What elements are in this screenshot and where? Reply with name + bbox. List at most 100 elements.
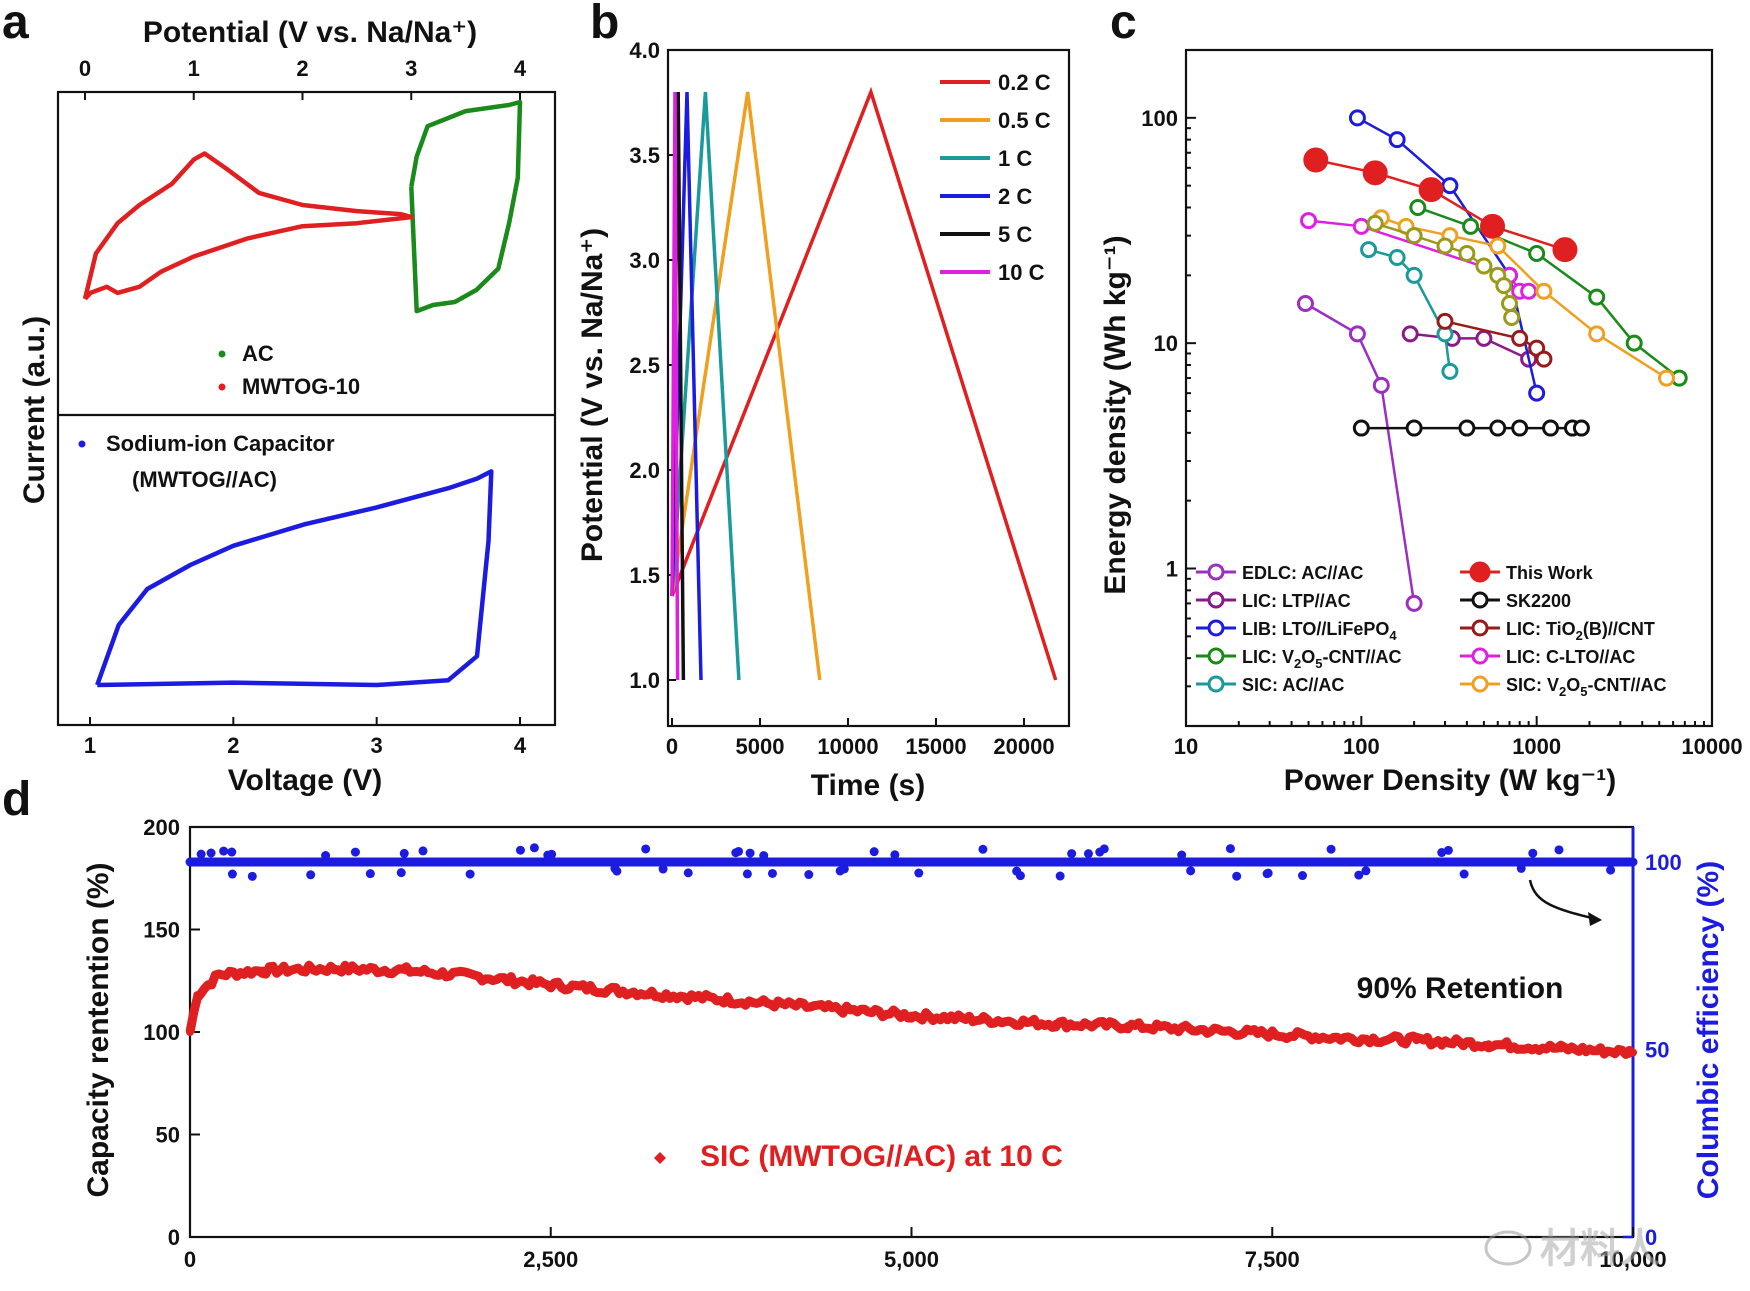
- panel-a-xtick-label: 1: [84, 733, 96, 758]
- panel-d-efficiency-outlier: [1528, 848, 1538, 858]
- panel-d-efficiency-outlier: [1443, 845, 1453, 855]
- panel-d-efficiency-outlier: [612, 866, 622, 876]
- panel-d-ytick-label: 150: [143, 918, 180, 943]
- panel-d-y2tick-label: 50: [1645, 1038, 1669, 1063]
- panel-b-ytick-label: 3.5: [629, 143, 660, 168]
- panel-d-efficiency-outlier: [543, 850, 553, 860]
- panel-d-efficiency-outlier: [731, 848, 741, 858]
- panel-b-series-2: [670, 91, 741, 681]
- panel-a-x2tick-label: 0: [79, 56, 91, 81]
- panel-c-point: [1303, 147, 1329, 173]
- panel-c-point: [1489, 419, 1507, 437]
- panel-c-point: [1372, 376, 1390, 394]
- panel-d-retention-point: [763, 999, 772, 1008]
- panel-d-frame: [188, 825, 1635, 1239]
- panel-d-efficiency-outlier: [1263, 868, 1273, 878]
- panel-c-ytick-label: 1: [1166, 556, 1178, 581]
- panel-c-point: [1352, 419, 1370, 437]
- panel-d-efficiency-outlier: [1067, 849, 1077, 859]
- panel-d-efficiency-outlier: [196, 849, 206, 859]
- panel-c-x-axis-label: Power Density (W kg⁻¹): [1284, 764, 1617, 797]
- panel-d-retention-point: [1484, 1040, 1493, 1049]
- panel-c-legend-left-2-label: LIB: LTO//LiFePO4: [1242, 619, 1397, 643]
- panel-d-efficiency-outlier: [1459, 869, 1469, 879]
- panel-c-point: [1441, 362, 1459, 380]
- panel-d-efficiency-point: [185, 857, 195, 867]
- panel-d-efficiency-point: [618, 857, 628, 867]
- panel-c-point: [1480, 213, 1506, 239]
- legend-label-sic-sub: (MWTOG//AC): [132, 467, 277, 492]
- panel-letter-b: b: [590, 0, 619, 49]
- panel-c-point: [1441, 177, 1459, 195]
- panel-c-legend-left-0-marker: [1207, 563, 1225, 581]
- panel-c-point: [1362, 160, 1388, 186]
- panel-d-efficiency-outlier: [529, 843, 539, 853]
- panel-c-legend-right-3-marker: [1471, 647, 1489, 665]
- panel-b-xtick-label: 5000: [736, 734, 785, 759]
- panel-a-xtick-label: 4: [514, 733, 527, 758]
- panel-c-point: [1300, 212, 1318, 230]
- panel-c-point: [1348, 325, 1366, 343]
- panel-a-frame: [56, 90, 557, 727]
- panel-letter-d: d: [2, 773, 31, 826]
- panel-letter-c: c: [1110, 0, 1137, 49]
- panel-d-efficiency-outlier: [418, 846, 428, 856]
- panel-d-ytick-label: 50: [156, 1123, 180, 1148]
- panel-b-legend-label: 5 C: [998, 222, 1032, 247]
- panel-c-point: [1388, 131, 1406, 149]
- annotation-arrow: [1528, 879, 1601, 922]
- panel-c-point: [1405, 419, 1423, 437]
- panel-d-efficiency-outlier: [1354, 870, 1364, 880]
- panel-c-point: [1625, 334, 1643, 352]
- panel-d-efficiency-outlier: [1298, 871, 1308, 881]
- panel-a-xtick-label: 3: [371, 733, 383, 758]
- panel-d-efficiency-outlier: [914, 868, 924, 878]
- panel-c-point: [1588, 288, 1606, 306]
- panel-d-efficiency-point: [1195, 857, 1205, 867]
- panel-b-ytick-label: 2.0: [629, 458, 660, 483]
- panel-c-series-3: [1417, 206, 1680, 380]
- panel-d-efficiency-outlier: [1186, 866, 1196, 876]
- panel-c-legend-right-3-label: LIC: C-LTO//AC: [1506, 647, 1635, 667]
- panel-a-xtick-label: 2: [227, 733, 239, 758]
- panel-d-retention-point: [1556, 1044, 1565, 1053]
- panel-d-efficiency-outlier: [1083, 849, 1093, 859]
- legend-label-ac: AC: [242, 341, 274, 366]
- panel-c-legend-left-4-marker: [1207, 675, 1225, 693]
- panel-c-point: [1462, 217, 1480, 235]
- panel-c-point: [1520, 282, 1538, 300]
- panel-c-point: [1405, 594, 1423, 612]
- panel-c-frame: [1184, 48, 1714, 728]
- panel-c-legend-left-1-label: LIC: LTP//AC: [1242, 591, 1351, 611]
- panel-b-x-axis-label: Time (s): [811, 769, 925, 802]
- panel-c-point: [1503, 308, 1521, 326]
- panel-c-legend-right-0-marker: [1469, 561, 1491, 583]
- panel-c-point: [1458, 419, 1476, 437]
- panel-d-efficiency-point: [1628, 857, 1638, 867]
- panel-c-xtick-label: 100: [1343, 734, 1380, 759]
- panel-d-efficiency-outlier: [745, 848, 755, 858]
- panel-b-xtick-label: 10000: [817, 734, 878, 759]
- panel-b: 0 5000 10000 15000 20000 1.0 1.5 2.0 2.5 3.0 3.5 4.…: [576, 38, 1071, 802]
- panel-b-series-0: [670, 86, 1058, 681]
- panel-d-y-axis-label: Capacity rentention (%): [82, 862, 115, 1197]
- panel-d-efficiency-outlier: [396, 868, 406, 878]
- panel-b-legend-label: 0.5 C: [998, 108, 1051, 133]
- panel-c-point: [1495, 277, 1513, 295]
- panel-b-legend-label: 2 C: [998, 184, 1032, 209]
- panel-c-point: [1418, 177, 1444, 203]
- panel-c-point: [1401, 325, 1419, 343]
- panel-c-point: [1360, 241, 1378, 259]
- panel-d-efficiency-point: [474, 857, 484, 867]
- panel-d-efficiency-point: [907, 857, 916, 867]
- panel-c-series-1: [1410, 332, 1530, 361]
- panel-c-xtick-label: 10000: [1681, 734, 1742, 759]
- panel-c-point: [1366, 214, 1384, 232]
- panel-c-legend-right-4-label: SIC: V2O5-CNT//AC: [1506, 675, 1667, 699]
- panel-d-retention-point: [1196, 1025, 1205, 1034]
- panel-c-point: [1552, 237, 1578, 263]
- panel-c-point: [1405, 266, 1423, 284]
- panel-d-retention-point: [979, 1015, 988, 1024]
- panel-c-series-0: [1304, 302, 1416, 604]
- panel-b-series-5: [670, 91, 680, 681]
